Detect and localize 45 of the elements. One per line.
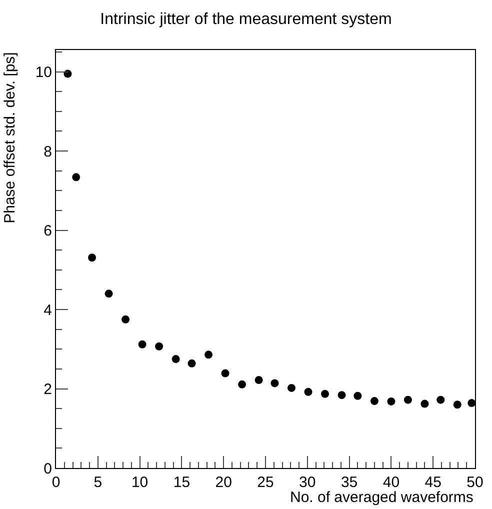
point <box>88 254 96 262</box>
point <box>72 173 80 182</box>
point <box>404 396 412 404</box>
point <box>104 290 113 298</box>
x-tick-label: 30 <box>299 474 316 491</box>
y-tick-label: 0 <box>44 460 52 478</box>
x-tick-label: 25 <box>257 474 274 491</box>
point <box>204 350 213 359</box>
point <box>270 379 279 388</box>
point <box>338 391 346 400</box>
y-axis-title: Phase offset std. dev. [ps] <box>1 52 18 224</box>
y-tick-label: 6 <box>44 222 52 240</box>
point <box>453 400 462 409</box>
point <box>188 359 196 368</box>
y-tick-label: 10 <box>35 64 52 82</box>
point <box>221 369 230 378</box>
x-tick-label: 20 <box>215 474 232 491</box>
x-tick-label: 10 <box>131 474 148 491</box>
y-tick-label: 4 <box>44 302 52 319</box>
x-tick-label: 5 <box>94 474 102 491</box>
x-tick-label: 35 <box>340 474 358 491</box>
point <box>304 388 312 396</box>
point <box>64 70 72 78</box>
point <box>287 384 296 392</box>
point <box>354 392 362 400</box>
x-tick-label: 50 <box>466 474 484 491</box>
x-tick-label: 45 <box>424 474 442 491</box>
point <box>321 390 329 398</box>
point <box>155 342 164 350</box>
point <box>387 397 396 406</box>
y-tick-label: 2 <box>44 381 52 398</box>
x-tick-label: 15 <box>173 474 190 491</box>
x-tick-label: 40 <box>382 474 400 491</box>
y-tick-label: 8 <box>44 143 52 160</box>
point <box>238 380 246 388</box>
chart-title: Intrinsic jitter of the measurement system <box>100 10 392 28</box>
point <box>468 399 475 408</box>
point <box>122 315 130 324</box>
point <box>254 376 263 384</box>
point <box>436 396 445 404</box>
point <box>370 397 378 406</box>
point <box>172 355 180 364</box>
x-axis-title: No. of averaged waveforms <box>290 489 474 506</box>
point <box>420 400 429 408</box>
point <box>138 340 146 348</box>
